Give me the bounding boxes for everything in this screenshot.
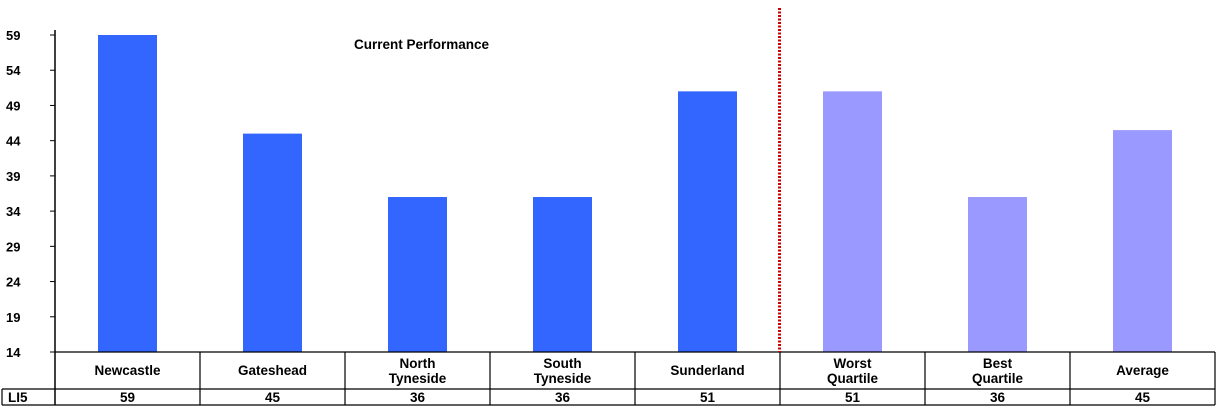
y-tick-label: 19 <box>6 310 20 325</box>
bar <box>823 91 882 352</box>
category-label-line: Quartile <box>972 371 1024 386</box>
category-label-line: Tyneside <box>534 371 592 386</box>
category-label-line: Average <box>1116 363 1169 378</box>
bar <box>968 197 1027 352</box>
y-tick-label: 14 <box>6 345 21 360</box>
category-label-line: North <box>400 356 436 371</box>
category-label: Best Quartile <box>972 356 1024 386</box>
category-label: Gateshead <box>238 363 307 378</box>
table-value: 59 <box>120 390 135 405</box>
y-axis: 14 19 24 29 34 39 44 49 54 59 <box>6 28 56 405</box>
category-label-line: Gateshead <box>238 363 307 378</box>
category-label: Newcastle <box>94 363 161 378</box>
table-value: 36 <box>990 390 1006 405</box>
category-label-line: Tyneside <box>389 371 447 386</box>
y-tick-label: 39 <box>6 169 20 184</box>
category-label: South Tyneside <box>534 356 592 386</box>
bar <box>678 91 737 352</box>
table-row-label: LI5 <box>8 390 28 405</box>
category-label: Average <box>1116 363 1169 378</box>
y-tick-label: 59 <box>6 28 20 43</box>
bars <box>98 35 1172 352</box>
y-tick-label: 34 <box>6 204 21 219</box>
bar <box>388 197 447 352</box>
category-label-line: Sunderland <box>670 363 744 378</box>
y-tick-label: 54 <box>6 63 21 78</box>
y-tick-label: 24 <box>6 275 21 290</box>
bar <box>98 35 157 352</box>
table-value: 45 <box>1135 390 1151 405</box>
y-tick-label: 44 <box>6 134 21 149</box>
category-label-line: Worst <box>833 356 872 371</box>
bar <box>1113 130 1172 352</box>
bar <box>533 197 592 352</box>
y-tick-label: 49 <box>6 98 20 113</box>
category-label-line: Quartile <box>827 371 879 386</box>
category-label: Sunderland <box>670 363 744 378</box>
category-label-line: South <box>543 356 581 371</box>
table-value: 36 <box>410 390 426 405</box>
table-value: 51 <box>700 390 716 405</box>
category-label: Worst Quartile <box>827 356 879 386</box>
table-value: 45 <box>265 390 281 405</box>
category-label-line: Newcastle <box>94 363 161 378</box>
chart-title: Current Performance <box>354 37 490 52</box>
y-tick-label: 29 <box>6 239 20 254</box>
table-value: 51 <box>845 390 861 405</box>
table-value: 36 <box>555 390 571 405</box>
category-label: North Tyneside <box>389 356 447 386</box>
category-label-line: Best <box>983 356 1013 371</box>
bar <box>243 133 302 352</box>
